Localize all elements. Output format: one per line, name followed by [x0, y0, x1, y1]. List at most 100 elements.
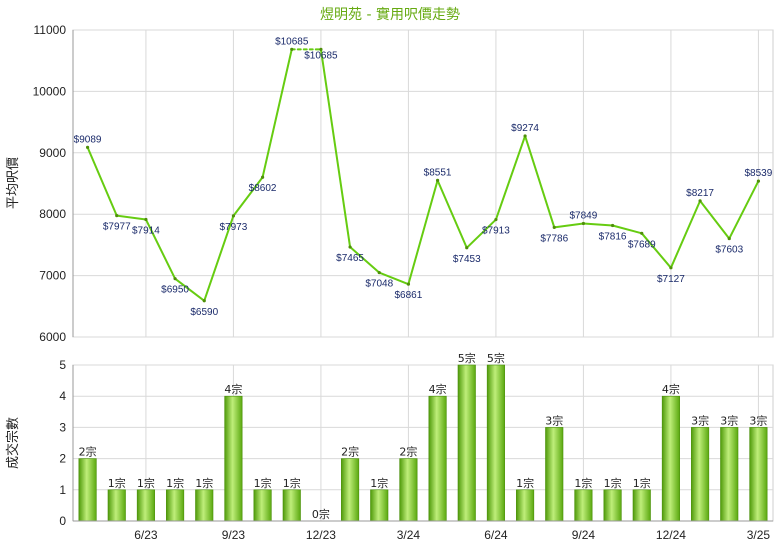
price-line-segment: [378, 271, 410, 286]
y-tick-label: 8000: [39, 207, 66, 221]
volume-bar: [574, 489, 593, 522]
price-data-label: $7786: [540, 233, 568, 244]
volume-data-label: 1宗: [604, 476, 622, 490]
volume-bar: [136, 489, 155, 522]
price-line-segment: [553, 222, 585, 229]
price-line-segment: [524, 134, 556, 229]
y-tick-label: 3: [59, 420, 66, 434]
volume-data-label: 1宗: [166, 476, 184, 490]
price-point: [319, 47, 323, 51]
price-data-label: $9274: [511, 123, 539, 134]
volume-data-label: 4宗: [429, 382, 447, 396]
price-line-segment: [669, 199, 702, 269]
x-tick-label: 9/24: [572, 528, 596, 542]
y-tick-label: 0: [59, 514, 66, 528]
volume-data-label: 2宗: [341, 445, 359, 459]
price-line-segment: [465, 218, 497, 249]
price-line-segment: [611, 224, 643, 235]
price-line-segment: [349, 246, 381, 274]
price-point: [173, 277, 177, 281]
y-tick-label: 5: [59, 358, 66, 372]
y-tick-label: 2: [59, 452, 66, 466]
volume-bar: [457, 364, 476, 522]
volume-bar: [253, 489, 272, 522]
x-tick-label: 9/23: [222, 528, 246, 542]
volume-bar: [486, 364, 505, 522]
price-point: [290, 47, 294, 51]
volume-data-label: 4宗: [224, 382, 242, 396]
volume-bar: [107, 489, 126, 522]
volume-data-label: 2宗: [399, 445, 417, 459]
price-point: [144, 217, 148, 222]
price-data-label: $8602: [249, 183, 277, 194]
volume-data-label: 1宗: [254, 476, 272, 490]
price-data-label: $7973: [220, 222, 248, 233]
price-point: [756, 179, 761, 183]
price-point: [698, 199, 702, 203]
volume-bar: [749, 427, 768, 522]
price-point: [494, 217, 498, 222]
volume-bar: [632, 489, 651, 522]
price-data-label: $6590: [190, 307, 218, 318]
price-point: [231, 214, 236, 218]
volume-bar: [370, 489, 389, 522]
volume-bar: [166, 489, 185, 522]
price-line-segment: [232, 176, 264, 217]
price-line-segment: [86, 146, 118, 217]
price-point: [202, 299, 206, 303]
volume-bar: [516, 489, 535, 522]
volume-bar: [661, 395, 680, 522]
price-line-segment: [261, 48, 293, 179]
price-line-segment: [203, 214, 235, 302]
price-point: [377, 271, 381, 275]
price-point: [727, 236, 731, 241]
x-tick-label: 12/23: [306, 528, 336, 542]
price-data-label: $7603: [715, 245, 743, 256]
volume-bar: [691, 427, 710, 522]
volume-bar-panel: 0 1 2 3 4 5 2宗 1宗 1宗 1宗 1宗 4宗 1宗 1宗 0宗 2宗 1宗 2宗 4宗 5宗 5宗 1宗 3宗…: [59, 351, 774, 542]
x-tick-label: 6/24: [484, 528, 508, 542]
volume-data-label: 1宗: [370, 476, 388, 490]
volume-bar: [603, 489, 622, 522]
price-data-label: $6861: [395, 290, 423, 301]
y-tick-label: 4: [59, 389, 66, 403]
price-point: [640, 231, 644, 235]
volume-bar: [224, 395, 243, 522]
volume-bar: [545, 427, 564, 522]
volume-data-label: 2宗: [79, 445, 97, 459]
price-point: [552, 225, 556, 229]
volume-data-label: 1宗: [516, 476, 534, 490]
price-point: [115, 214, 119, 218]
price-line-segment: [728, 180, 760, 240]
volume-bar: [195, 489, 214, 522]
price-line-segment: [494, 134, 527, 221]
price-point: [406, 282, 411, 286]
volume-data-label: 0宗: [312, 507, 330, 521]
volume-bar: [720, 427, 739, 522]
price-data-label: $9089: [74, 134, 102, 145]
y-tick-label: 10000: [33, 84, 67, 98]
price-point: [465, 246, 469, 250]
price-line-segment: [144, 218, 177, 280]
price-data-label: $8539: [745, 168, 773, 179]
price-data-label: $7816: [599, 231, 627, 242]
volume-bar: [78, 458, 97, 522]
x-tick-label: 12/24: [656, 528, 686, 542]
price-data-label: $7127: [657, 274, 685, 285]
volume-data-label: 3宗: [691, 413, 709, 427]
volume-data-label: 5宗: [458, 351, 476, 365]
price-data-label: $7689: [628, 239, 656, 250]
volume-bar: [399, 458, 418, 522]
y-tick-label: 11000: [34, 23, 67, 37]
price-line-segment: [174, 277, 206, 302]
volume-bar: [341, 458, 360, 522]
price-line-segment: [699, 199, 731, 240]
price-data-label: $6950: [161, 285, 189, 296]
price-data-label: $7914: [132, 225, 160, 236]
price-line-segment: [640, 232, 672, 269]
chart-title: 煜明苑 - 實用呎價走勢: [320, 6, 460, 23]
volume-data-label: 3宗: [720, 413, 738, 427]
price-data-label: $8217: [686, 188, 714, 199]
y-tick-label: 1: [59, 483, 66, 497]
